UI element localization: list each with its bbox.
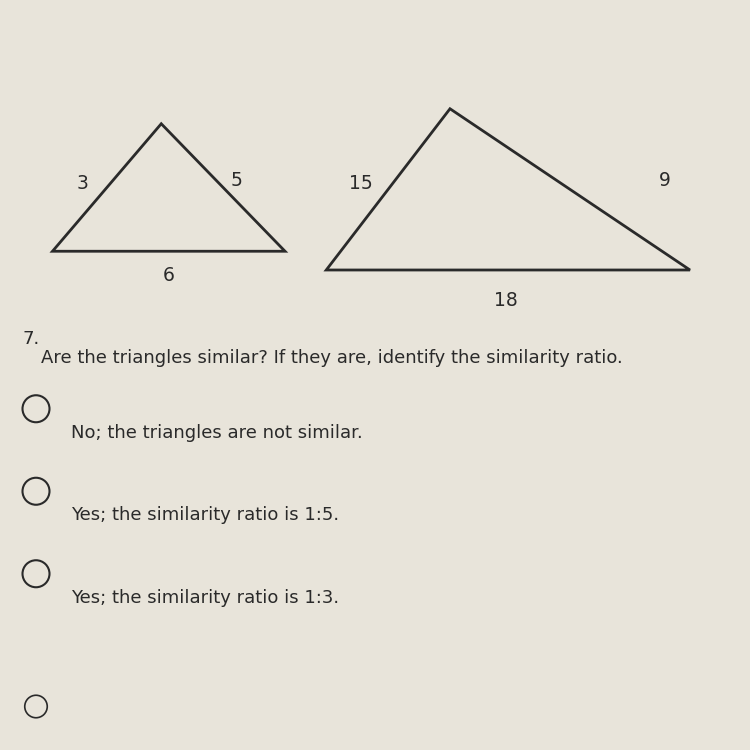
Text: 6: 6 <box>163 266 175 285</box>
Text: No; the triangles are not similar.: No; the triangles are not similar. <box>71 424 363 442</box>
Text: Yes; the similarity ratio is 1:3.: Yes; the similarity ratio is 1:3. <box>71 589 339 607</box>
Text: 15: 15 <box>349 174 373 194</box>
Text: 7.: 7. <box>22 330 40 348</box>
Text: 5: 5 <box>231 170 243 190</box>
Text: 18: 18 <box>494 291 518 310</box>
Text: Are the triangles similar? If they are, identify the similarity ratio.: Are the triangles similar? If they are, … <box>41 349 623 367</box>
Text: 3: 3 <box>76 174 88 194</box>
Text: 9: 9 <box>658 170 670 190</box>
Text: Yes; the similarity ratio is 1:5.: Yes; the similarity ratio is 1:5. <box>71 506 339 524</box>
